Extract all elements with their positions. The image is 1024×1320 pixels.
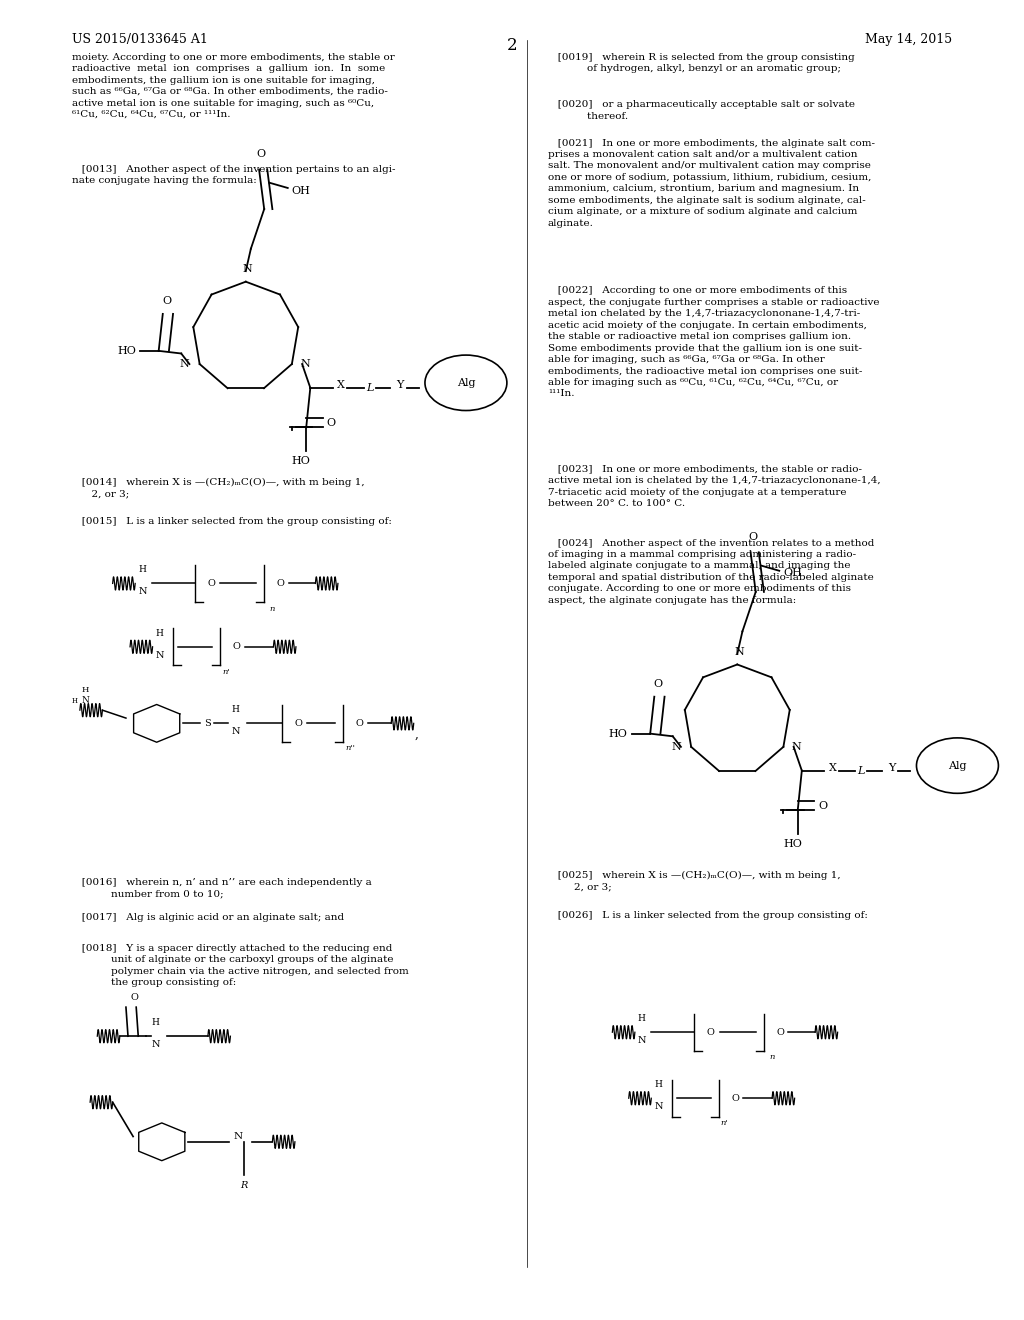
Text: N: N — [654, 1102, 663, 1111]
Text: [0022]   According to one or more embodiments of this
aspect, the conjugate furt: [0022] According to one or more embodime… — [548, 286, 880, 399]
Text: O: O — [276, 579, 285, 587]
Text: O: O — [207, 579, 215, 587]
Text: N: N — [152, 1040, 160, 1049]
Text: [0019]   wherein R is selected from the group consisting
            of hydrogen: [0019] wherein R is selected from the gr… — [548, 53, 855, 73]
Text: O: O — [327, 418, 336, 429]
Text: N: N — [734, 647, 744, 656]
Text: H: H — [152, 1018, 160, 1027]
Text: N: N — [638, 1036, 646, 1045]
Text: Alg: Alg — [948, 760, 967, 771]
Text: N: N — [179, 359, 189, 370]
Text: moiety. According to one or more embodiments, the stable or
radioactive  metal  : moiety. According to one or more embodim… — [72, 53, 394, 119]
Text: [0021]   In one or more embodiments, the alginate salt com-
prises a monovalent : [0021] In one or more embodiments, the a… — [548, 139, 874, 228]
Text: O: O — [232, 643, 241, 651]
Text: n': n' — [222, 668, 229, 676]
Text: O: O — [731, 1094, 739, 1102]
Text: [0014]   wherein X is —(CH₂)ₘC(O)—, with m being 1,
      2, or 3;: [0014] wherein X is —(CH₂)ₘC(O)—, with m… — [72, 478, 365, 499]
Text: N: N — [82, 696, 90, 705]
Text: N: N — [243, 264, 253, 273]
Text: HO: HO — [118, 346, 136, 356]
Text: N: N — [300, 359, 310, 370]
Text: N: N — [792, 742, 802, 752]
Text: X: X — [337, 380, 345, 391]
Text: X: X — [828, 763, 837, 774]
Text: H: H — [638, 1014, 646, 1023]
Text: [0026]   L is a linker selected from the group consisting of:: [0026] L is a linker selected from the g… — [548, 911, 867, 920]
Text: O: O — [163, 296, 171, 306]
Text: 2: 2 — [507, 37, 517, 54]
Text: ,: , — [415, 727, 419, 741]
Text: H: H — [138, 565, 146, 574]
Text: N: N — [671, 742, 681, 752]
Text: n: n — [269, 605, 274, 612]
Text: n: n — [769, 1053, 774, 1061]
Text: R: R — [240, 1181, 248, 1191]
Text: [0015]   L is a linker selected from the group consisting of:: [0015] L is a linker selected from the g… — [72, 517, 391, 527]
Text: Y: Y — [396, 380, 403, 391]
Text: O: O — [818, 801, 827, 812]
Text: H: H — [231, 705, 240, 714]
Text: S: S — [204, 719, 211, 727]
Text: [0023]   In one or more embodiments, the stable or radio-
active metal ion is ch: [0023] In one or more embodiments, the s… — [548, 465, 881, 508]
Text: H: H — [82, 686, 89, 694]
Text: N: N — [231, 727, 240, 737]
Text: O: O — [257, 149, 265, 158]
Text: HO: HO — [609, 729, 628, 739]
Text: Y: Y — [888, 763, 895, 774]
Text: L: L — [366, 383, 374, 393]
Text: L: L — [857, 766, 865, 776]
Text: N: N — [233, 1133, 243, 1140]
Text: n'': n'' — [345, 744, 355, 752]
Text: H: H — [72, 697, 78, 705]
Text: [0025]   wherein X is —(CH₂)ₘC(O)—, with m being 1,
        2, or 3;: [0025] wherein X is —(CH₂)ₘC(O)—, with m… — [548, 871, 841, 892]
Text: [0017]   Alg is alginic acid or an alginate salt; and: [0017] Alg is alginic acid or an alginat… — [72, 913, 344, 923]
Text: HO: HO — [783, 840, 802, 849]
Text: [0013]   Another aspect of the invention pertains to an algi-
nate conjugate hav: [0013] Another aspect of the invention p… — [72, 165, 395, 185]
Text: N: N — [156, 651, 164, 660]
Text: O: O — [355, 719, 364, 727]
Text: H: H — [654, 1080, 663, 1089]
Text: May 14, 2015: May 14, 2015 — [865, 33, 952, 46]
Text: H: H — [156, 628, 164, 638]
Text: [0020]   or a pharmaceutically acceptable salt or solvate
            thereof.: [0020] or a pharmaceutically acceptable … — [548, 100, 855, 120]
Text: HO: HO — [292, 457, 310, 466]
Text: US 2015/0133645 A1: US 2015/0133645 A1 — [72, 33, 208, 46]
Text: n': n' — [721, 1119, 728, 1127]
Text: O: O — [749, 532, 757, 541]
Text: OH: OH — [292, 186, 310, 195]
Text: OH: OH — [783, 569, 802, 578]
Text: O: O — [654, 678, 663, 689]
Text: Alg: Alg — [457, 378, 475, 388]
Text: [0018]   Y is a spacer directly attached to the reducing end
            unit of: [0018] Y is a spacer directly attached t… — [72, 944, 409, 987]
Text: [0024]   Another aspect of the invention relates to a method
of imaging in a mam: [0024] Another aspect of the invention r… — [548, 539, 874, 605]
Text: O: O — [707, 1028, 715, 1036]
Text: O: O — [130, 993, 138, 1002]
Text: N: N — [138, 587, 146, 597]
Text: O: O — [294, 719, 302, 727]
Text: [0016]   wherein n, n’ and n’’ are each independently a
            number from : [0016] wherein n, n’ and n’’ are each in… — [72, 878, 372, 898]
Text: O: O — [776, 1028, 784, 1036]
